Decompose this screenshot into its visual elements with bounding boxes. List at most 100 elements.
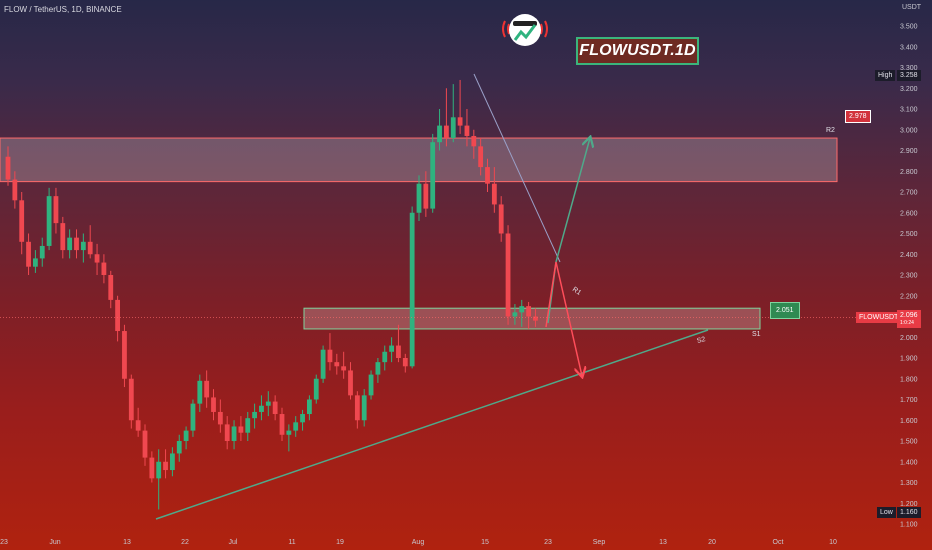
- candle-body: [149, 457, 155, 479]
- candle: [430, 133, 436, 213]
- bearish-projection-arrow: [545, 261, 582, 376]
- y-tick-label: 2.400: [900, 252, 918, 259]
- s1-value-tag: 2.051: [770, 302, 800, 319]
- candle: [245, 411, 251, 441]
- low-value: 1.160: [897, 507, 921, 518]
- candle: [204, 370, 210, 408]
- y-tick-label: 1.400: [900, 459, 918, 466]
- candle-body: [389, 345, 394, 352]
- candle-body: [437, 125, 442, 143]
- y-tick-label: 2.500: [900, 231, 918, 238]
- y-tick-label: 1.500: [900, 439, 918, 446]
- candle-body: [450, 117, 456, 139]
- candle-body: [402, 358, 408, 367]
- candle-body: [286, 430, 292, 435]
- candle-body: [464, 125, 470, 136]
- x-tick-label: Aug: [412, 539, 425, 546]
- y-tick-label: 1.900: [900, 356, 918, 363]
- candle-body: [60, 223, 66, 251]
- candle-body: [505, 233, 511, 317]
- candle-body: [519, 306, 525, 313]
- candle-body: [512, 312, 518, 317]
- candle: [176, 434, 182, 462]
- candle: [334, 353, 340, 375]
- y-tick-label: 2.900: [900, 148, 918, 155]
- candle: [396, 324, 401, 363]
- x-tick-label: 11: [288, 539, 295, 546]
- candle: [402, 353, 408, 373]
- candle: [512, 304, 518, 325]
- y-tick-label: 1.700: [900, 397, 918, 404]
- x-tick-label: 15: [481, 539, 489, 546]
- candle-body: [368, 374, 374, 396]
- candle-body: [142, 430, 148, 458]
- candle: [409, 206, 415, 369]
- candle-body: [348, 370, 353, 396]
- candle: [450, 84, 456, 143]
- candle-body: [293, 422, 299, 431]
- candle: [128, 374, 134, 429]
- candle-body: [375, 362, 381, 375]
- candle-body: [224, 424, 230, 441]
- candle: [183, 426, 189, 450]
- candle-body: [252, 411, 257, 419]
- r2-value-tag: 2.978: [845, 110, 871, 123]
- candle: [142, 424, 148, 466]
- candle: [211, 389, 216, 421]
- candle: [327, 333, 333, 371]
- candle: [101, 254, 107, 284]
- candle-body: [183, 430, 189, 441]
- candle: [293, 416, 299, 437]
- candle: [46, 187, 52, 251]
- broadcast-logo-icon: [499, 7, 551, 51]
- candle: [320, 345, 326, 383]
- candle: [26, 233, 31, 275]
- candle: [156, 449, 162, 510]
- candle: [190, 399, 196, 437]
- candle: [348, 362, 353, 400]
- candle-body: [33, 258, 38, 267]
- x-tick-label: 20: [708, 539, 716, 546]
- candle-body: [313, 378, 319, 400]
- candle-body: [423, 183, 429, 209]
- candle-body: [231, 426, 237, 441]
- candle-body: [457, 117, 463, 126]
- low-label: Low: [877, 507, 896, 518]
- candle-body: [471, 135, 477, 147]
- candle: [197, 374, 203, 412]
- x-tick-label: Oct: [773, 539, 784, 546]
- candle: [341, 351, 347, 379]
- candle: [5, 146, 11, 186]
- x-tick-label: 19: [336, 539, 344, 546]
- candle: [115, 295, 120, 342]
- candle-body: [416, 183, 422, 213]
- candle: [231, 420, 237, 450]
- candle-body: [190, 403, 196, 431]
- candle: [361, 389, 367, 427]
- symbol-price-tag: FLOWUSDT: [856, 312, 902, 323]
- candle: [149, 451, 155, 483]
- candle: [382, 345, 388, 371]
- candle-body: [279, 414, 285, 435]
- candle-body: [115, 299, 120, 332]
- candle: [354, 391, 360, 429]
- y-tick-label: 3.400: [900, 44, 918, 51]
- candle: [217, 399, 223, 433]
- y-tick-label: 2.300: [900, 273, 918, 280]
- candle-body: [170, 453, 175, 471]
- candle: [265, 391, 271, 417]
- candle: [368, 370, 374, 400]
- y-tick-label: 2.800: [900, 169, 918, 176]
- candle: [526, 301, 531, 329]
- candle: [19, 192, 25, 255]
- y-tick-label: 3.000: [900, 127, 918, 134]
- candle: [94, 243, 100, 275]
- x-tick-label: 23: [0, 539, 8, 546]
- support-zone: [303, 307, 761, 330]
- candle-body: [382, 351, 388, 363]
- candle: [485, 158, 490, 192]
- candle-body: [128, 378, 134, 421]
- candle: [67, 229, 73, 259]
- candle: [375, 358, 381, 383]
